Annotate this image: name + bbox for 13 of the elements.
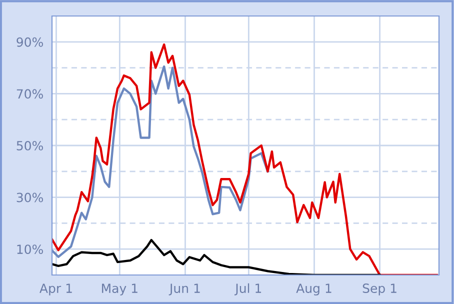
y-tick-label: 50% (16, 140, 43, 150)
x-tick-label: Aug 1 (296, 284, 332, 296)
y-tick-label: 70% (16, 89, 43, 99)
y-tick-label: 90% (16, 37, 43, 47)
line-series (52, 238, 381, 275)
x-tick-label: Jul 1 (234, 283, 262, 296)
line-series (52, 65, 269, 258)
x-tick-label: May 1 (102, 284, 138, 296)
y-tick-label: 30% (16, 192, 43, 202)
x-tick-label: Sep 1 (362, 284, 396, 296)
x-tick-label: Apr 1 (40, 284, 72, 296)
y-tick-label: 10% (17, 244, 43, 254)
x-tick-label: Jun 1 (168, 284, 200, 296)
